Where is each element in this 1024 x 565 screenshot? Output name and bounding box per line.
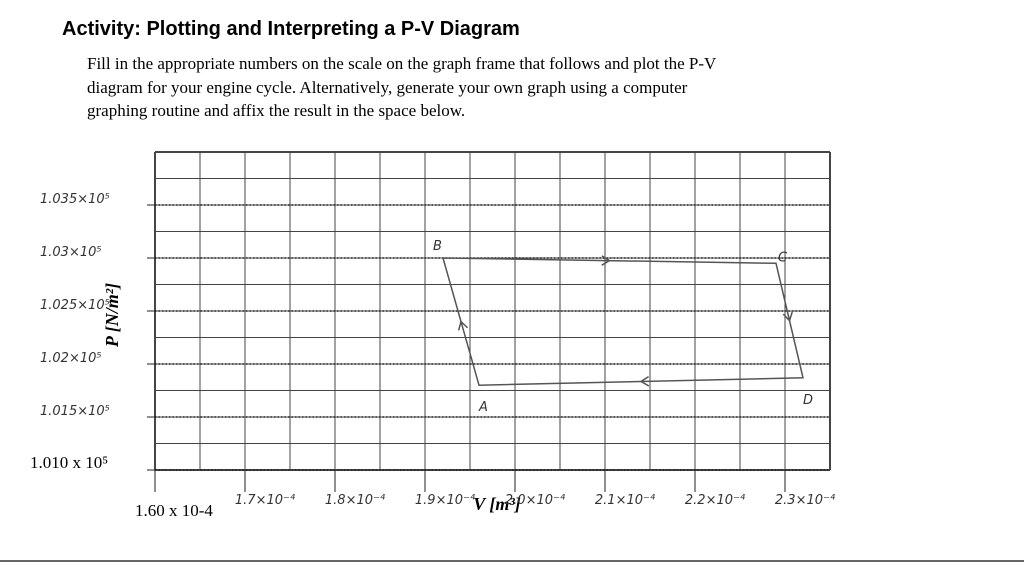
x-tick-label: 2.3×10⁻⁴ — [775, 493, 836, 508]
title: Activity: Plotting and Interpreting a P-… — [62, 18, 520, 40]
x-tick-label: 2.0×10⁻⁴ — [505, 493, 566, 508]
instruction-line: graphing routine and affix the result in… — [87, 101, 465, 120]
y-tick-label: 1.02×10⁵ — [40, 351, 102, 366]
point-label: B — [433, 239, 442, 254]
x-tick-label: 1.60 x 10-4 — [135, 501, 213, 520]
x-tick-label: 1.9×10⁻⁴ — [415, 493, 476, 508]
x-axis-label: V [m³] — [473, 494, 521, 514]
point-label: D — [803, 393, 813, 408]
x-tick-label: 1.8×10⁻⁴ — [325, 493, 386, 508]
direction-arrow — [639, 376, 650, 387]
direction-arrow — [457, 320, 469, 331]
direction-arrow — [601, 255, 611, 266]
y-tick-label: 1.035×10⁵ — [40, 192, 110, 207]
y-tick-label: 1.015×10⁵ — [40, 404, 110, 419]
x-tick-label: 1.7×10⁻⁴ — [235, 493, 296, 508]
point-label: C — [778, 250, 788, 265]
cycle-line — [442, 257, 804, 386]
y-tick-label: 1.03×10⁵ — [40, 245, 102, 260]
y-tick-label: 1.010 x 10⁵ — [30, 453, 108, 472]
instruction-line: diagram for your engine cycle. Alternati… — [87, 78, 688, 97]
y-tick-label: 1.025×10⁵ — [40, 298, 110, 313]
direction-arrow — [782, 311, 793, 322]
x-tick-label: 2.1×10⁻⁴ — [595, 493, 656, 508]
point-label: A — [478, 400, 488, 415]
x-tick-label: 2.2×10⁻⁴ — [685, 493, 746, 508]
y-axis-label: P [N/m²] — [102, 283, 122, 348]
instruction-line: Fill in the appropriate numbers on the s… — [87, 54, 717, 73]
